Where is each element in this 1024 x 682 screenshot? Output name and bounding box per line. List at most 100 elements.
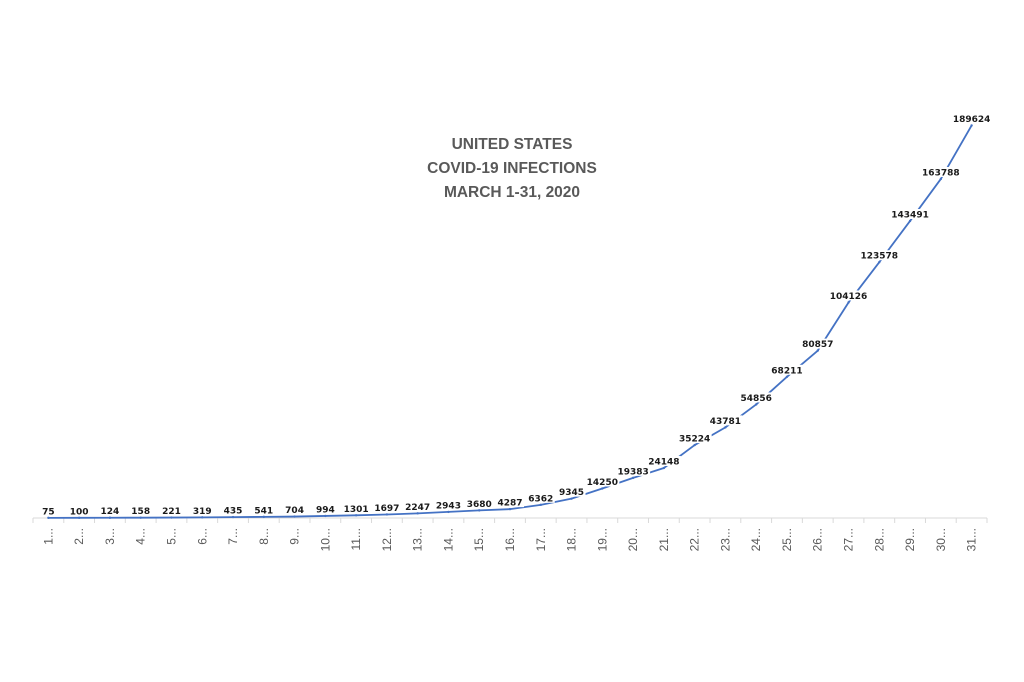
- x-tick-label: 31...: [965, 528, 979, 551]
- data-point: [631, 476, 635, 480]
- data-point: [570, 497, 573, 500]
- data-point: [108, 516, 112, 519]
- x-tick-label: 23...: [718, 528, 732, 551]
- x-tick-label: 22...: [688, 528, 702, 551]
- data-point: [139, 516, 142, 519]
- x-tick-label: 16...: [503, 528, 517, 551]
- x-tick-label: 20...: [626, 528, 640, 551]
- data-label: 43781: [710, 417, 741, 427]
- chart-title-line-2: COVID-19 INFECTIONS: [427, 160, 597, 177]
- data-point: [908, 219, 912, 223]
- data-point: [447, 510, 450, 514]
- plot-area: 1... 2... 3... 4... 5... 6... 7... 8... 9... 10..…: [32, 113, 992, 551]
- x-tick-label: 10...: [318, 528, 332, 551]
- data-label: 3680: [467, 500, 492, 510]
- data-label-bg: [557, 486, 586, 497]
- data-label-bg: [465, 498, 494, 509]
- data-label: 2943: [436, 501, 461, 511]
- data-label-bg: [677, 433, 712, 444]
- x-tick-label: 7...: [226, 528, 240, 545]
- data-label: 19383: [617, 467, 648, 477]
- data-point: [816, 349, 819, 352]
- data-point: [170, 516, 173, 519]
- data-label-bg: [920, 166, 961, 177]
- x-tick-label: 11...: [349, 528, 363, 550]
- data-label: 100: [70, 507, 89, 517]
- data-label-bg: [372, 502, 401, 513]
- data-label-bg: [739, 392, 774, 403]
- data-label-bg: [828, 290, 869, 301]
- x-tick-label: 9...: [288, 528, 302, 545]
- data-point: [385, 513, 389, 516]
- data-point: [47, 516, 50, 520]
- data-label-bg: [40, 505, 57, 516]
- chart-title-line-3: MARCH 1-31, 2020: [444, 184, 580, 201]
- data-label-bg: [252, 504, 275, 515]
- data-label: 158: [131, 507, 150, 517]
- x-tick-label: 4...: [134, 528, 148, 545]
- data-point: [231, 515, 235, 519]
- data-label: 24148: [648, 458, 679, 468]
- data-label-bg: [890, 208, 931, 219]
- data-point: [847, 301, 850, 304]
- data-label: 68211: [771, 366, 802, 376]
- chart-title-line-1: UNITED STATES: [452, 136, 573, 153]
- data-point: [878, 260, 881, 264]
- data-label-bg: [434, 499, 463, 510]
- data-label: 124: [101, 507, 120, 517]
- data-point: [724, 426, 727, 429]
- data-point: [478, 509, 481, 512]
- data-label: 104126: [830, 292, 868, 302]
- data-point: [970, 124, 973, 127]
- data-label: 54856: [741, 394, 772, 404]
- x-tick-label: 30...: [934, 528, 948, 551]
- data-point: [539, 503, 542, 507]
- data-label: 6362: [528, 494, 553, 504]
- data-point: [77, 516, 81, 519]
- data-label-bg: [403, 501, 432, 512]
- chart-title: UNITED STATES COVID-19 INFECTIONS MARCH …: [427, 136, 597, 201]
- x-tick-label: 13...: [411, 528, 425, 551]
- x-tick-label: 27...: [842, 528, 856, 551]
- data-label-bg: [859, 250, 900, 261]
- data-point: [693, 443, 696, 447]
- data-point: [785, 375, 789, 379]
- data-label-bg: [160, 505, 183, 516]
- data-label-bg: [98, 505, 121, 516]
- data-label: 4287: [497, 499, 522, 509]
- data-label: 9345: [559, 488, 584, 498]
- x-tick-label: 19...: [595, 528, 609, 551]
- x-tick-label: 12...: [380, 528, 394, 551]
- data-point: [754, 403, 758, 406]
- data-label: 319: [193, 507, 212, 517]
- data-label: 2247: [405, 503, 430, 513]
- data-label-bg: [769, 364, 804, 375]
- data-label-bg: [314, 503, 337, 514]
- x-tick-label: 25...: [780, 528, 794, 551]
- x-tick-label: 21...: [657, 528, 671, 551]
- data-label: 1301: [344, 505, 369, 515]
- x-tick-label: 26...: [811, 528, 825, 551]
- data-label-bg: [496, 497, 524, 508]
- data-point: [939, 177, 943, 181]
- data-point: [324, 514, 327, 518]
- data-label-bg: [646, 456, 681, 467]
- data-point: [508, 507, 512, 511]
- x-tick-label: 17...: [534, 528, 548, 551]
- data-label-bg: [283, 504, 306, 515]
- data-label-bg: [616, 465, 651, 476]
- x-tick-label: 15...: [472, 528, 486, 551]
- data-point: [662, 466, 666, 470]
- x-tick-label: 8...: [257, 528, 271, 545]
- x-tick-label: 28...: [872, 528, 886, 551]
- data-label: 221: [162, 507, 181, 517]
- data-point: [201, 516, 204, 519]
- data-point: [262, 515, 266, 519]
- data-point: [354, 514, 358, 517]
- x-tick-label: 3...: [103, 528, 117, 545]
- data-label: 704: [285, 506, 304, 516]
- x-tick-label: 2...: [72, 528, 86, 545]
- x-tick-label: 1...: [41, 528, 55, 545]
- data-label: 435: [224, 507, 243, 517]
